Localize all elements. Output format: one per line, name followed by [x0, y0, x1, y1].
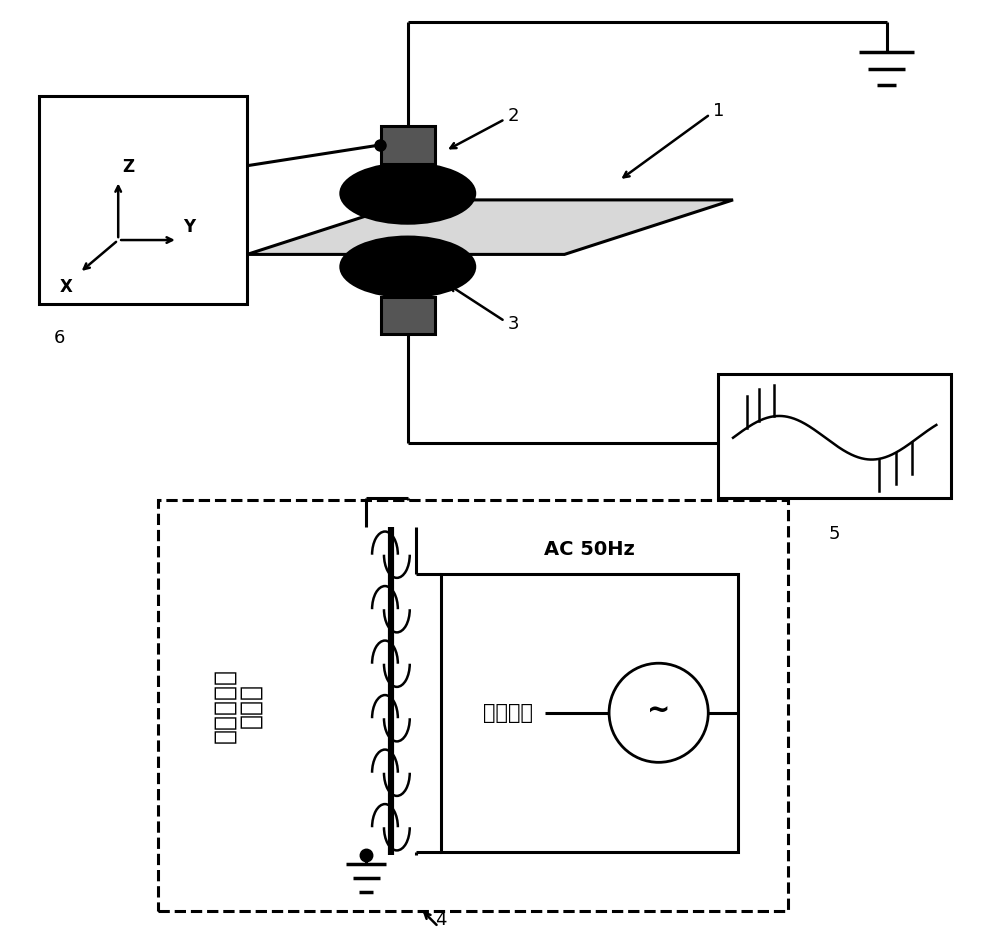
Text: 4: 4 [435, 911, 446, 929]
Text: 1: 1 [713, 103, 725, 120]
Bar [39, 96, 247, 304]
Text: 5: 5 [829, 525, 840, 543]
Text: AC 50Hz: AC 50Hz [544, 540, 635, 559]
Polygon shape [247, 200, 733, 255]
Text: 3: 3 [508, 315, 519, 333]
Text: ~: ~ [647, 697, 670, 725]
Text: 可调电源: 可调电源 [483, 703, 533, 723]
Text: Z: Z [122, 158, 134, 175]
Circle shape [609, 663, 708, 762]
Text: Y: Y [183, 218, 195, 236]
Text: 2: 2 [508, 107, 519, 125]
Ellipse shape [341, 163, 475, 223]
Bar [718, 374, 951, 497]
Bar [381, 126, 435, 163]
Ellipse shape [341, 237, 475, 297]
Bar [381, 297, 435, 334]
Bar [441, 574, 738, 852]
Text: X: X [59, 278, 72, 296]
Text: 高压发生器
无局放: 高压发生器 无局放 [212, 668, 262, 744]
Bar [158, 500, 788, 911]
Text: 6: 6 [54, 329, 65, 347]
